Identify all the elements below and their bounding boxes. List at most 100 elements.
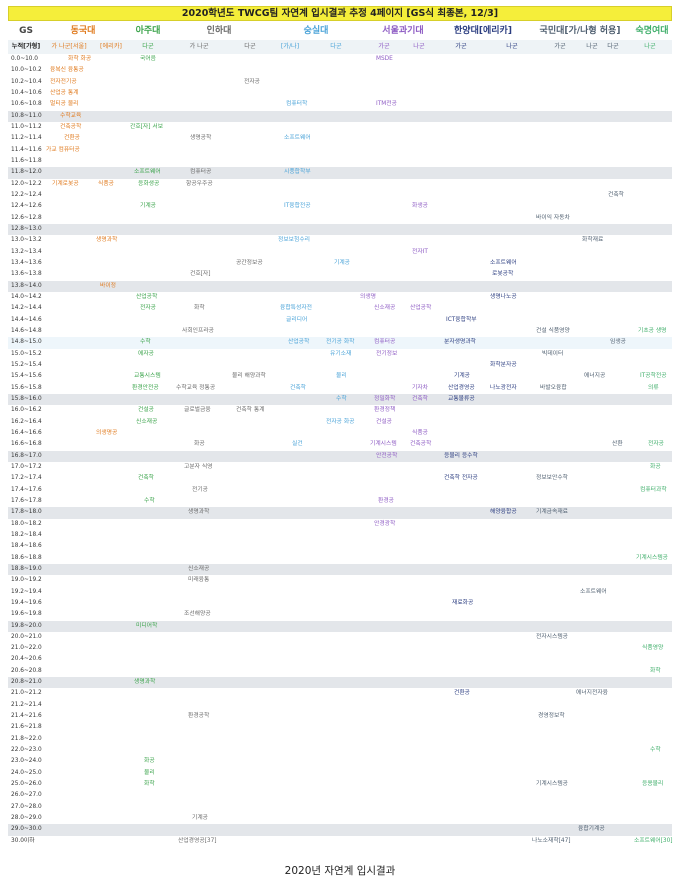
department-entry: 기계시스템 <box>370 441 397 448</box>
department-entry: 건축공학 <box>60 123 82 130</box>
table-row: 19.2~19.4 소프트웨어 <box>8 587 672 598</box>
department-entry: 컴퓨터공 <box>190 169 212 176</box>
table-row: 17.6~17.8 수학 환경공 <box>8 496 672 507</box>
table-row: 17.2~17.4 건축학 건축학 전자공 정보보안수학 <box>8 473 672 484</box>
department-entry: 소프트웨어 <box>284 135 311 142</box>
department-entry: 바이익 자동차 <box>536 214 570 221</box>
table-row: 14.4~14.6 글리디어 ICT융합학부 <box>8 315 672 326</box>
range-label: 27.0~28.0 <box>11 803 42 810</box>
table-row: 12.8~13.0 <box>8 223 672 236</box>
table-row: 11.4~11.6 가교 컴퓨터공 <box>8 145 672 156</box>
department-entry: 멀티공 물리 <box>50 101 79 108</box>
department-entry: 전자공 <box>648 441 664 448</box>
department-entry: 응화생공 <box>138 180 160 187</box>
department-entry: 건설공 <box>138 407 154 414</box>
department-entry: 화공 <box>194 441 205 448</box>
department-entry: 기계공 <box>334 259 350 266</box>
table-row: 12.0~12.2 기계로봇공 식품공 응화생공 항공우주공 <box>8 179 672 190</box>
range-label: 14.4~14.6 <box>11 316 42 323</box>
department-entry: 물리 <box>144 769 155 776</box>
table-row: 13.0~13.2 생명과학 정보보험수리 화학재료 <box>8 235 672 246</box>
range-label: 11.4~11.6 <box>11 146 42 153</box>
department-entry: 글리디어 <box>286 316 308 323</box>
table-row: 27.0~28.0 <box>8 802 672 813</box>
range-label: 19.4~19.6 <box>11 599 42 606</box>
range-label: 25.0~26.0 <box>11 781 42 788</box>
table-row: 16.8~17.0 안전공학 응물리 응수학 <box>8 450 672 462</box>
department-entry: 기계공 <box>454 373 470 380</box>
university-4: 숭실대 <box>303 26 329 36</box>
department-entry: 조선해양공 <box>184 611 211 618</box>
department-entry: 바이정 <box>100 282 116 289</box>
department-entry: 물리 해양과학 <box>232 373 266 380</box>
department-entry: 화생공 <box>412 203 428 210</box>
department-entry: 정보보험수리 <box>278 237 310 244</box>
department-entry: 전자전기공 <box>50 78 77 85</box>
department-entry: 기계공 <box>192 815 208 822</box>
range-label: 13.0~13.2 <box>11 237 42 244</box>
range-label: 19.2~19.4 <box>11 588 42 595</box>
table-row: 21.8~22.0 <box>8 734 672 745</box>
table-row: 19.4~19.6 재료화공 <box>8 598 672 609</box>
table-row: 11.0~11.2 건축공학 간호[자] 서보 <box>8 122 672 133</box>
range-label: 26.0~27.0 <box>11 792 42 799</box>
department-entry: 수학 <box>140 339 151 346</box>
range-label: 12.4~12.6 <box>11 203 42 210</box>
range-label: 18.2~18.4 <box>11 531 42 538</box>
department-entry: ITM전공 <box>376 101 397 108</box>
range-label: 21.0~21.2 <box>11 690 42 697</box>
range-label: 20.0~21.0 <box>11 633 42 640</box>
department-entry: 사회인프라공 <box>182 327 214 334</box>
table-row: 22.0~23.0 수학 <box>8 745 672 756</box>
range-label: 12.8~13.0 <box>11 225 42 232</box>
table-row: 16.0~16.2 건설공 글로벌금융 건축학 통계 환경정책 <box>8 405 672 416</box>
range-label: 20.6~20.8 <box>11 667 42 674</box>
table-row: 30.0이하 산업경영공[37] 나노소재학[47] 소프트웨어[30] <box>8 836 673 847</box>
department-entry: 전자공 <box>140 305 156 312</box>
department-entry: 국어음 <box>140 56 156 62</box>
range-label: 14.2~14.4 <box>11 305 42 312</box>
range-label: 17.0~17.2 <box>11 463 42 470</box>
department-entry: 건축학 전자공 <box>444 475 478 482</box>
department-entry: 나노광전자 <box>490 384 517 391</box>
department-entry: 실건 <box>292 441 303 448</box>
department-entry: IT융합전공 <box>284 203 311 210</box>
subheader-9: 나군 <box>413 43 425 50</box>
subheader-4: 가 나군 <box>189 43 209 50</box>
table-row: 0.0~10.0 화학 화공 국어음 MSDE <box>8 54 672 65</box>
department-entry: 교통시스템 <box>134 373 161 380</box>
table-row: 11.8~12.0 소프트웨어 컴퓨터공 시풍합학부 <box>8 167 672 179</box>
department-entry: 물리 <box>336 373 347 380</box>
range-label: 18.4~18.6 <box>11 543 42 550</box>
table-row: 16.4~16.6 의생명공 식품공 <box>8 428 672 439</box>
department-entry: 소프트웨어 <box>580 588 607 595</box>
department-entry: 화학재료 <box>582 237 604 244</box>
table-row: 17.0~17.2 고분자 식영 화공 <box>8 462 672 473</box>
department-entry: IT공학전공 <box>640 373 667 380</box>
range-label: 18.8~19.0 <box>11 565 42 572</box>
department-entry: 융합기계공 <box>578 826 605 833</box>
department-entry: 정보보안수학 <box>536 475 568 482</box>
department-entry: 식품공 <box>412 429 428 436</box>
department-entry: 바발오융합 <box>540 384 567 391</box>
table-row: 21.0~22.0 식품영양 <box>8 643 672 654</box>
range-label: 18.6~18.8 <box>11 554 42 561</box>
table-row: 10.2~10.4 전자전기공 전자공 <box>8 77 672 88</box>
department-entry: 컴퓨터공 <box>374 339 396 346</box>
university-5: 서울과기대 <box>382 26 424 36</box>
department-entry: 간호[자] 서보 <box>130 123 164 130</box>
table-row: 18.8~19.0 신소재공 <box>8 563 672 576</box>
table-row: 21.0~21.2 건환공 에너지전자융 <box>8 688 672 699</box>
department-entry: 소프트웨어 <box>134 169 161 176</box>
department-entry: 환경안전공 <box>132 384 159 391</box>
range-label: 23.0~24.0 <box>11 758 42 765</box>
table-row: 18.4~18.6 <box>8 541 672 552</box>
department-entry: 정밀화학 <box>374 395 396 402</box>
department-entry: 글로벌금융 <box>184 407 211 414</box>
range-label: 0.0~10.0 <box>11 56 38 62</box>
table-row: 23.0~24.0 화공 <box>8 756 672 767</box>
range-label: 21.0~22.0 <box>11 645 42 652</box>
range-label: 12.6~12.8 <box>11 214 42 221</box>
department-entry: 산업경영공 <box>448 384 475 391</box>
range-label: 16.0~16.2 <box>11 407 42 414</box>
